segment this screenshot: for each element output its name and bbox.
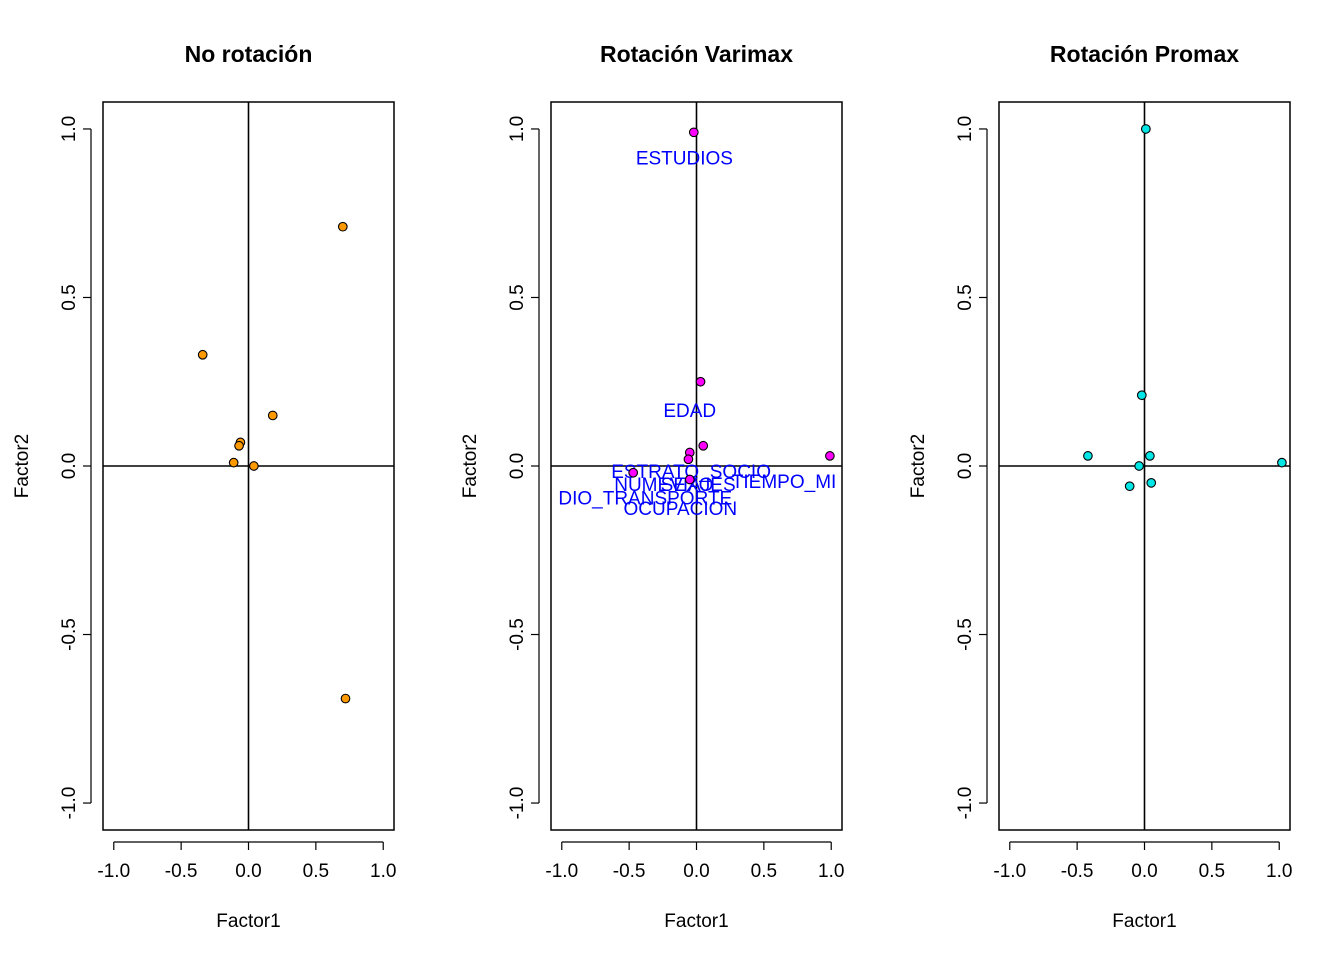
data-point (267, 410, 278, 421)
chart-title: No rotación (185, 41, 313, 67)
data-point (337, 221, 348, 232)
y-tick-label: -1.0 (955, 787, 976, 820)
data-point (249, 461, 259, 471)
data-point (695, 376, 706, 387)
data-point (1134, 461, 1144, 471)
x-tick-label: 0.0 (1131, 861, 1157, 882)
data-point (1277, 457, 1287, 468)
data-point (698, 440, 709, 451)
point-label: DIO_TRANSPORTE (558, 489, 732, 510)
data-point (1146, 478, 1157, 488)
chart-title: Rotación Varimax (600, 41, 793, 67)
x-tick-label: -0.5 (1061, 861, 1094, 882)
data-point (688, 127, 699, 138)
plot-area (103, 102, 394, 830)
point-label: TIEMPO_MI (732, 472, 837, 493)
x-tick-label: 0.0 (683, 861, 709, 882)
y-tick-label: 0.5 (507, 284, 528, 310)
y-tick-label: 0.0 (955, 453, 976, 479)
data-point (197, 349, 208, 360)
data-point (228, 457, 239, 468)
chart-title: Rotación Promax (1050, 41, 1239, 67)
y-axis-label: Factor2 (12, 434, 33, 498)
y-tick-label: 0.0 (59, 453, 80, 479)
x-tick-label: 0.0 (235, 861, 261, 882)
x-tick-label: 1.0 (370, 861, 396, 882)
point-label: ESTUDIOS (636, 148, 733, 169)
y-tick-label: -1.0 (59, 787, 80, 820)
point-label: SEXO (661, 475, 714, 496)
x-tick-label: 0.5 (751, 861, 777, 882)
x-tick-label: 0.5 (303, 861, 329, 882)
data-point (1083, 451, 1093, 461)
y-tick-label: -0.5 (507, 618, 528, 651)
y-tick-label: 1.0 (955, 116, 976, 142)
x-tick-label: -0.5 (613, 861, 646, 882)
panel-no-rotacion: No rotación -1.0 -0.5 0.0 0.5 1.0 -1.0 -0.5 0.0 0… (12, 41, 396, 932)
plot-area (999, 102, 1290, 830)
data-point (683, 454, 694, 465)
panel-rotacion-varimax: Rotación Varimax -1.0 -0.5 0.0 0.5 1.0 -1.0 -0.… (460, 41, 844, 932)
data-point (628, 467, 639, 478)
data-point (1136, 390, 1147, 401)
x-axis-label: Factor1 (664, 911, 728, 932)
x-axis-label: Factor1 (1112, 911, 1176, 932)
panel-rotacion-promax: Rotación Promax -1.0 -0.5 0.0 0.5 1.0 -1.0 -0.5… (908, 41, 1292, 932)
x-tick-label: 1.0 (818, 861, 844, 882)
plot-area: ESTUDIOS EDAD ESTRATO_SOCIOSEXONUMEVIAJEST… (551, 102, 842, 830)
x-axis-label: Factor1 (216, 911, 280, 932)
point-label: ESTRATO_SOCIO (611, 462, 771, 483)
x-tick-label: -1.0 (545, 861, 578, 882)
data-point (1124, 481, 1135, 492)
y-tick-label: -1.0 (507, 787, 528, 820)
point-label: OCUPACION (623, 499, 737, 520)
point-label: NUMEVIAJES (614, 475, 735, 496)
y-tick-label: -0.5 (59, 618, 80, 651)
y-tick-label: 0.0 (507, 453, 528, 479)
x-tick-label: 0.5 (1199, 861, 1225, 882)
y-axis-label: Factor2 (908, 434, 929, 498)
y-tick-label: 0.5 (955, 284, 976, 310)
y-tick-label: 0.5 (59, 284, 80, 310)
data-point (234, 440, 244, 451)
point-label: EDAD (663, 401, 716, 422)
x-tick-label: -1.0 (993, 861, 1026, 882)
data-point (340, 693, 351, 704)
y-tick-label: 1.0 (507, 116, 528, 142)
y-axis-label: Factor2 (460, 434, 481, 498)
x-tick-label: -1.0 (97, 861, 130, 882)
x-tick-label: -0.5 (165, 861, 198, 882)
y-tick-label: -0.5 (955, 618, 976, 651)
data-point (1140, 124, 1151, 134)
y-tick-label: 1.0 (59, 116, 80, 142)
x-tick-label: 1.0 (1266, 861, 1292, 882)
data-point (825, 451, 835, 461)
data-point (1145, 451, 1155, 461)
data-point (684, 474, 695, 485)
